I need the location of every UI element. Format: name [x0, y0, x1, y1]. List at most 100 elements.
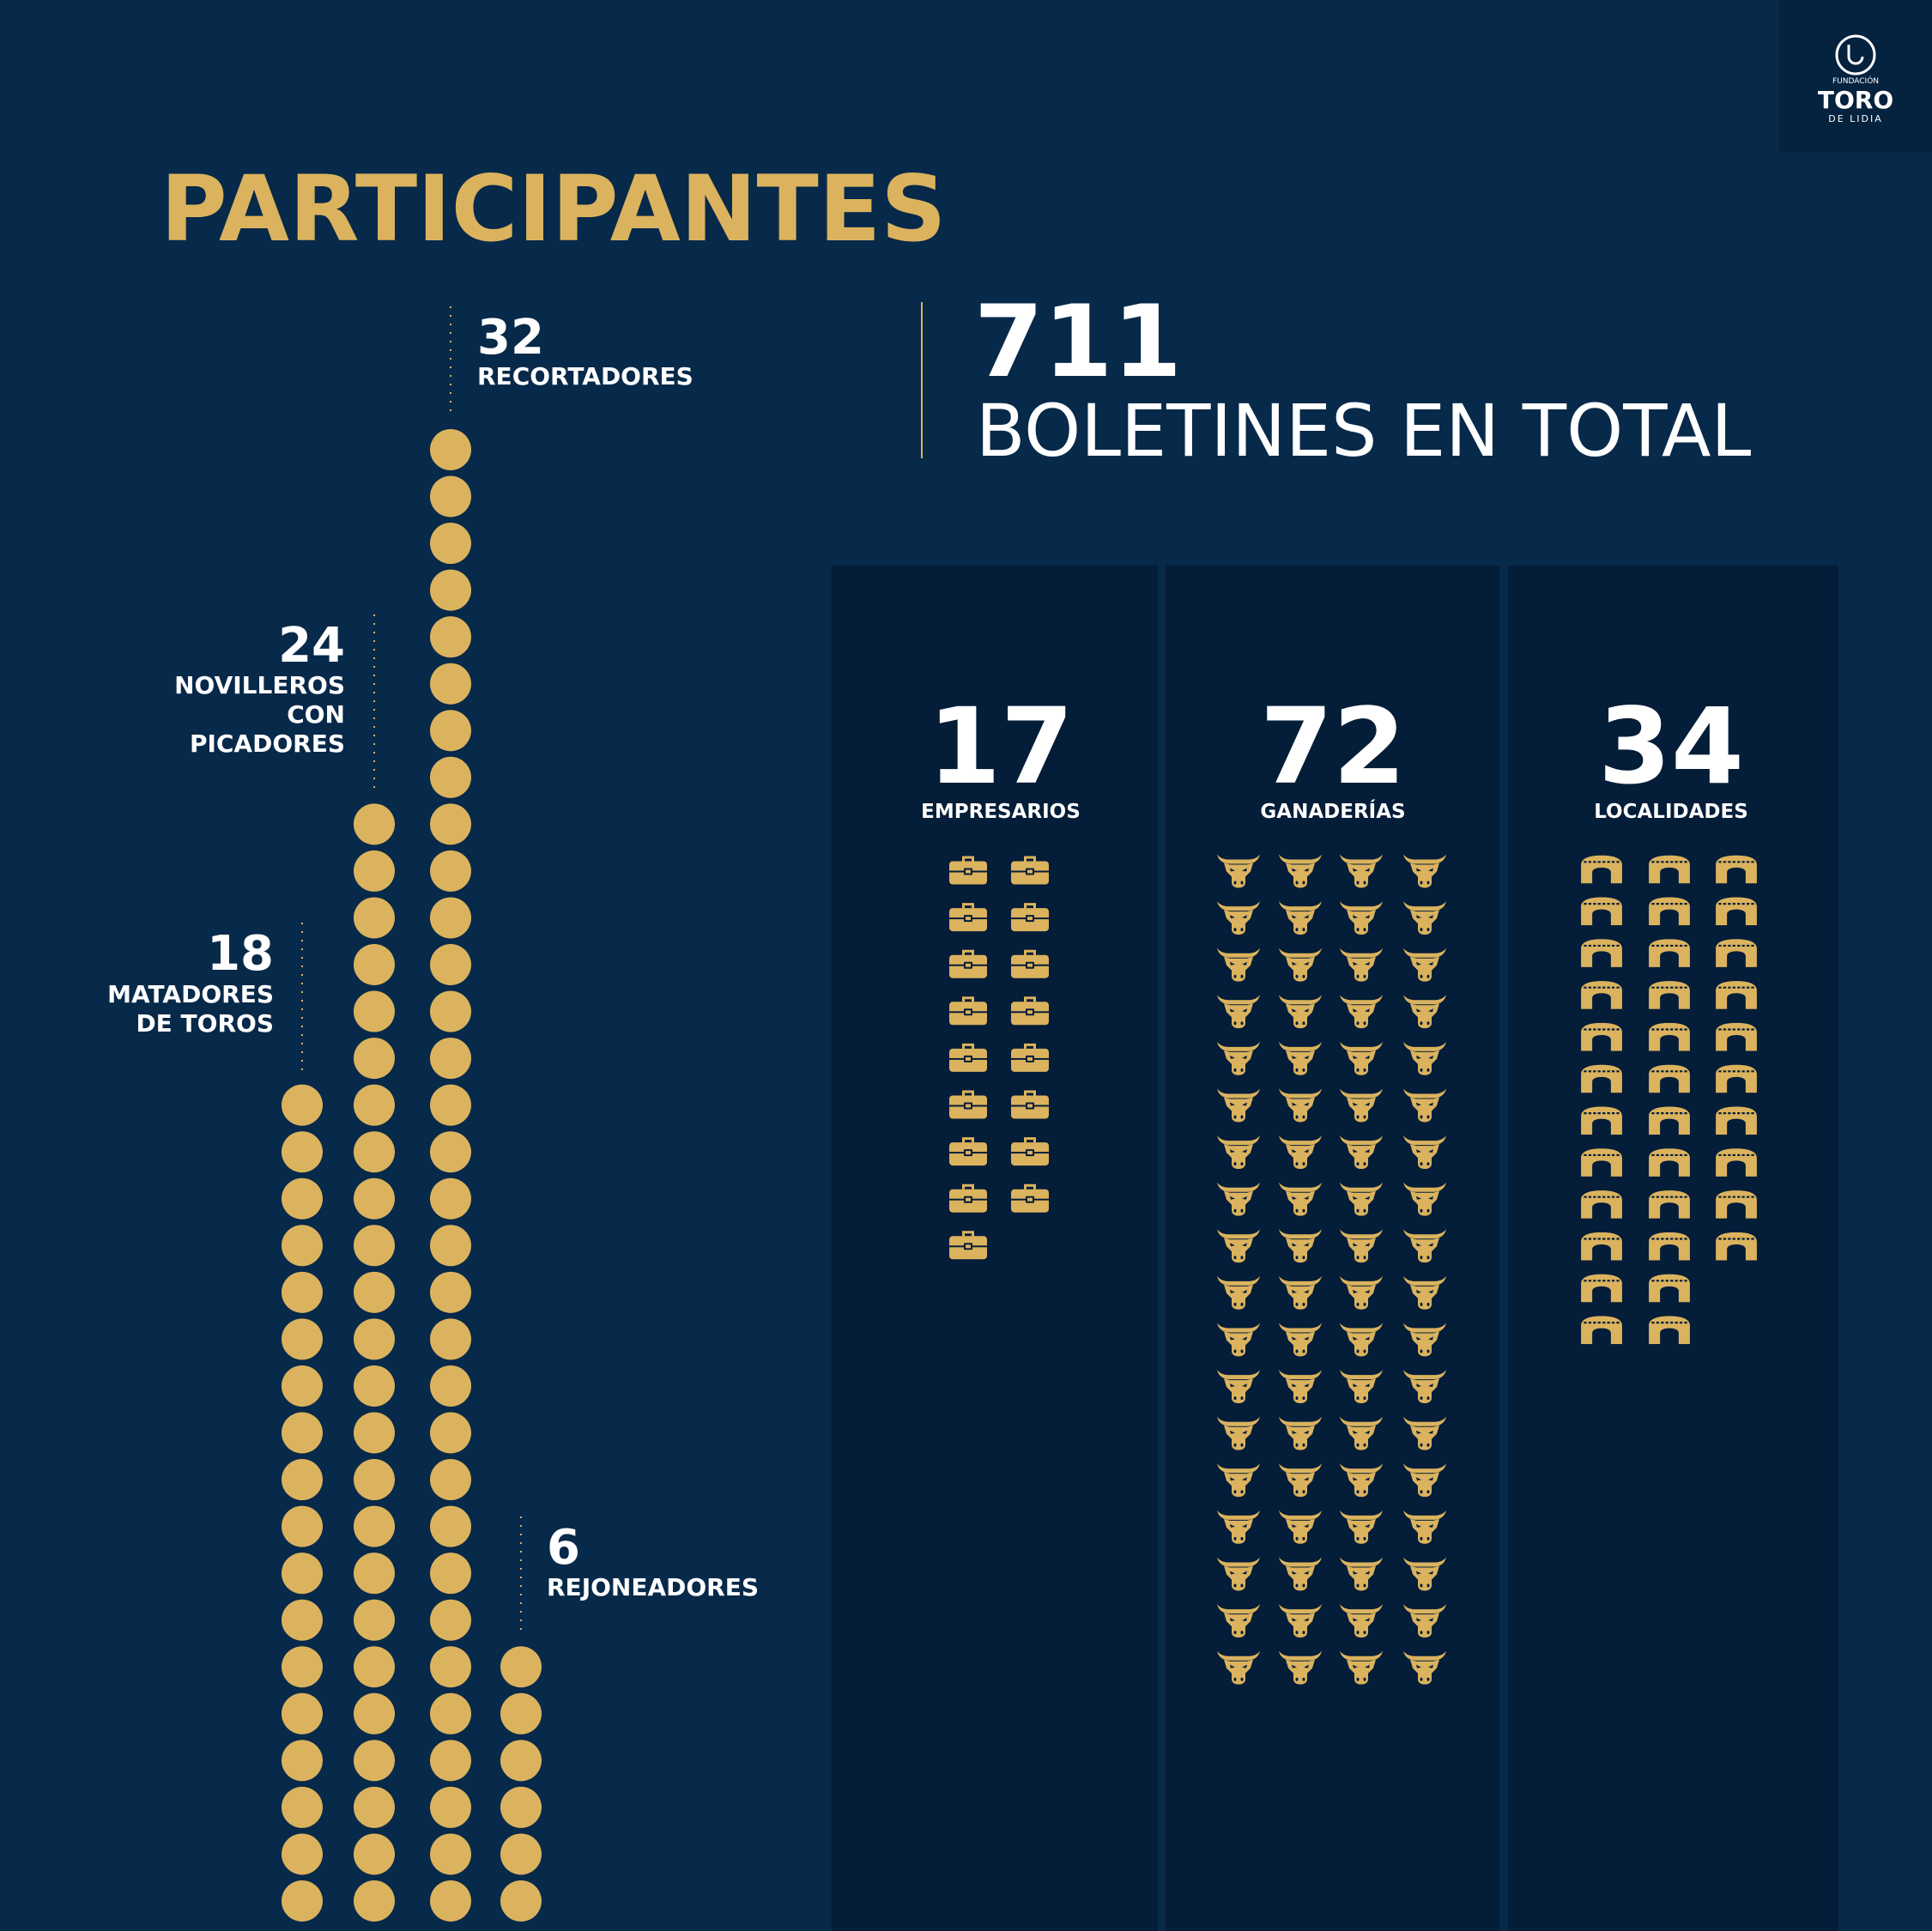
dot: [354, 1880, 395, 1922]
entity-label: LOCALIDADES: [1594, 801, 1748, 823]
dot: [282, 1177, 323, 1220]
dot: [354, 944, 395, 985]
dot: [282, 1553, 323, 1595]
dot: [430, 1459, 471, 1501]
participant-value: 6: [547, 1520, 580, 1576]
dot: [430, 1505, 471, 1547]
dot: [430, 663, 471, 705]
dot: [282, 1271, 323, 1313]
logo-box: [1779, 0, 1932, 152]
dot: [354, 1599, 395, 1641]
dot: [354, 1646, 395, 1688]
dot: [430, 1365, 471, 1407]
logo: FUNDACIÓN TORO DE LIDIA: [1779, 0, 1932, 152]
entity-label: GANADERÍAS: [1260, 799, 1405, 823]
participant-label: CON: [287, 700, 345, 729]
dot: [430, 756, 471, 798]
dot: [430, 1131, 471, 1173]
total-label: BOLETINES EN TOTAL: [976, 389, 1751, 473]
dot: [430, 569, 471, 611]
entity-value: 72: [1260, 686, 1406, 808]
dot: [282, 1318, 323, 1360]
dot: [354, 1505, 395, 1547]
dot: [282, 1599, 323, 1641]
dot: [282, 1459, 323, 1501]
dot: [430, 1833, 471, 1875]
participant-label: NOVILLEROS: [174, 671, 345, 699]
participant-label: RECORTADORES: [477, 362, 693, 390]
panel: [832, 566, 1158, 1931]
dot: [430, 1599, 471, 1641]
dot: [430, 428, 471, 470]
dot: [500, 1786, 542, 1828]
dot: [354, 1318, 395, 1360]
dot: [282, 1646, 323, 1688]
dot: [430, 897, 471, 939]
title: PARTICIPANTES: [160, 156, 947, 262]
dot: [354, 990, 395, 1032]
dot: [500, 1833, 542, 1875]
dot: [282, 1225, 323, 1267]
dot: [354, 1131, 395, 1173]
dot: [430, 1692, 471, 1734]
participant-label: REJONEADORES: [547, 1573, 759, 1601]
total-value: 711: [974, 284, 1182, 400]
dot: [430, 1177, 471, 1220]
participant-label: MATADORES: [107, 980, 274, 1008]
dot: [354, 1177, 395, 1220]
dot: [354, 1740, 395, 1782]
dot: [430, 1318, 471, 1360]
dot: [354, 1459, 395, 1501]
participant-value: 18: [207, 926, 274, 982]
participant-label: PICADORES: [190, 729, 345, 758]
dot: [354, 897, 395, 939]
dot: [282, 1505, 323, 1547]
participant-value: 32: [477, 310, 544, 366]
dot: [282, 1740, 323, 1782]
participant-value: 24: [278, 618, 345, 674]
dot: [354, 1271, 395, 1313]
dot: [430, 1084, 471, 1126]
dot: [354, 1084, 395, 1126]
dot: [430, 803, 471, 845]
dot: [282, 1365, 323, 1407]
dot: [354, 1553, 395, 1595]
dot: [430, 475, 471, 518]
dot: [500, 1880, 542, 1922]
logo-text: TORO: [1818, 86, 1893, 114]
dot: [500, 1692, 542, 1734]
dot: [430, 1271, 471, 1313]
dot: [354, 1365, 395, 1407]
dot: [282, 1786, 323, 1828]
dot: [354, 850, 395, 892]
dot: [354, 1692, 395, 1734]
dot: [430, 1880, 471, 1922]
dot: [430, 1646, 471, 1688]
dot: [354, 1225, 395, 1267]
dot: [354, 1038, 395, 1080]
dot: [282, 1131, 323, 1173]
dot: [430, 850, 471, 892]
dot: [430, 1553, 471, 1595]
dot: [282, 1880, 323, 1922]
dot: [430, 990, 471, 1032]
dot: [430, 1038, 471, 1080]
dot: [430, 1786, 471, 1828]
dot: [354, 1412, 395, 1454]
logo-mark: [1847, 45, 1864, 65]
dot: [354, 1786, 395, 1828]
dot: [430, 710, 471, 752]
logo-text: DE LIDIA: [1828, 113, 1883, 124]
dot: [430, 1412, 471, 1454]
logo-mark: [1835, 34, 1876, 76]
dot: [430, 944, 471, 985]
panel: [1508, 566, 1838, 1931]
entity-value: 17: [928, 686, 1074, 808]
dot: [282, 1833, 323, 1875]
dot: [354, 1833, 395, 1875]
dot: [430, 523, 471, 565]
dot: [500, 1646, 542, 1688]
dot: [430, 616, 471, 658]
